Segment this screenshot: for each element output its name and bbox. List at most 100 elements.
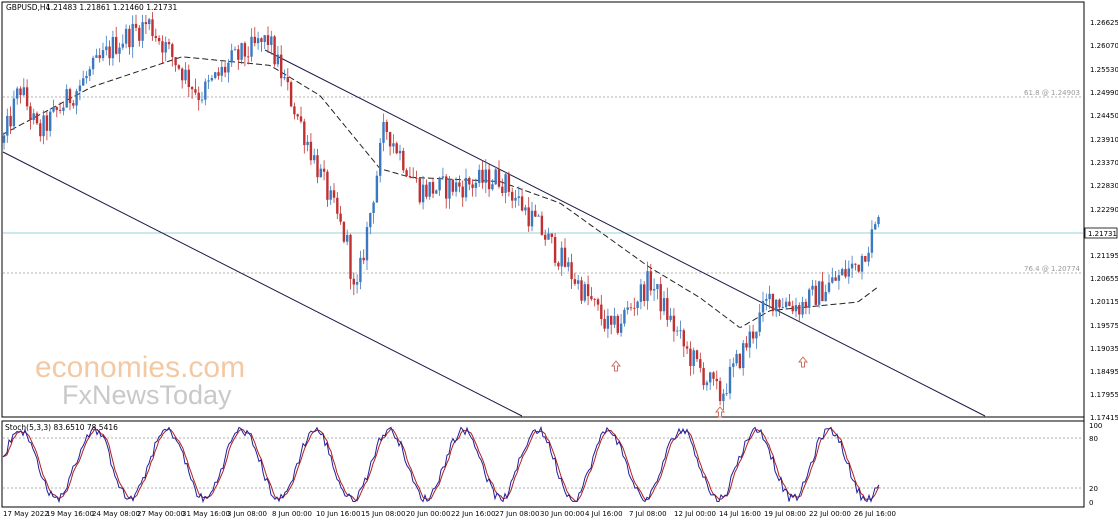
up-arrow-icon bbox=[610, 360, 622, 372]
time-tick: 10 Jun 16:00 bbox=[316, 510, 360, 518]
candle-body bbox=[831, 277, 834, 283]
candle-body bbox=[144, 22, 148, 25]
candle-body bbox=[817, 281, 821, 305]
time-tick: 31 May 16:00 bbox=[182, 510, 230, 518]
candle-body bbox=[860, 256, 864, 272]
candle-body bbox=[260, 38, 263, 42]
candle-body bbox=[207, 80, 210, 82]
candle-body bbox=[606, 315, 610, 329]
candle-body bbox=[464, 177, 468, 198]
candle-body bbox=[573, 279, 577, 284]
candle-body bbox=[656, 284, 659, 290]
candle-body bbox=[342, 221, 346, 242]
candle-body bbox=[329, 190, 332, 200]
candle-body bbox=[49, 111, 52, 131]
candle-body bbox=[610, 315, 613, 325]
stoch-label: Stoch(5,3,3) 83.6510 78.5416 bbox=[5, 423, 118, 432]
candle-body bbox=[623, 309, 626, 324]
candle-body bbox=[666, 298, 669, 320]
candle-body bbox=[306, 141, 309, 146]
candle-body bbox=[313, 155, 316, 161]
candle-body bbox=[45, 115, 49, 131]
candle-body bbox=[276, 54, 280, 65]
candle-body bbox=[544, 234, 547, 240]
candle-body bbox=[171, 44, 174, 58]
candle-body bbox=[590, 296, 593, 300]
fib-76-label: 76.4 @ 1.20774 bbox=[1024, 265, 1081, 273]
up-arrow-icon bbox=[714, 406, 726, 418]
candle-body bbox=[65, 89, 68, 108]
candle-body bbox=[847, 268, 850, 277]
price-tick: 1.19035 bbox=[1090, 345, 1118, 353]
candle-body bbox=[85, 75, 88, 79]
price-tick: 1.18495 bbox=[1090, 368, 1118, 376]
symbol-label: GBPUSD,H4 bbox=[6, 3, 51, 12]
candle-body bbox=[190, 87, 194, 90]
time-tick: 12 Jul 00:00 bbox=[674, 510, 716, 518]
candle-body bbox=[233, 49, 237, 51]
price-tick: 1.20115 bbox=[1090, 298, 1118, 306]
current-price-label: 1.21731 bbox=[1088, 230, 1117, 238]
candle-body bbox=[398, 150, 402, 154]
time-tick: 7 Jul 08:00 bbox=[629, 510, 667, 518]
candle-body bbox=[837, 275, 841, 281]
price-axis: 1.26625 1.26070 1.25530 1.24990 1.24450 … bbox=[1090, 19, 1118, 422]
candle-body bbox=[435, 190, 438, 194]
candle-body bbox=[289, 82, 293, 107]
candle-body bbox=[412, 177, 415, 178]
candle-body bbox=[682, 330, 685, 347]
candle-body bbox=[639, 284, 643, 302]
candle-body bbox=[524, 207, 527, 211]
candle-body bbox=[58, 109, 62, 111]
candle-body bbox=[471, 184, 474, 188]
candle-body bbox=[204, 81, 207, 100]
candle-body bbox=[111, 37, 115, 59]
candle-body bbox=[6, 115, 9, 136]
candle-body bbox=[586, 284, 590, 297]
price-tick: 1.19575 bbox=[1090, 322, 1118, 330]
candle-body bbox=[646, 271, 649, 301]
candle-body bbox=[425, 184, 428, 197]
candle-body bbox=[798, 305, 801, 315]
candle-body bbox=[857, 264, 860, 272]
stoch-tick: 0 bbox=[1089, 499, 1093, 507]
candle-body bbox=[497, 169, 501, 187]
candle-body bbox=[702, 367, 705, 386]
candle-body bbox=[722, 393, 725, 402]
candle-body bbox=[115, 37, 118, 54]
price-tick: 1.21195 bbox=[1090, 252, 1118, 260]
candle-body bbox=[854, 263, 857, 265]
candle-body bbox=[293, 106, 296, 115]
candle-body bbox=[118, 47, 121, 54]
candle-body bbox=[352, 278, 355, 285]
candle-body bbox=[550, 233, 553, 237]
candle-body bbox=[12, 98, 16, 127]
candle-body bbox=[200, 99, 204, 101]
candle-body bbox=[864, 256, 867, 262]
candle-body bbox=[520, 196, 524, 211]
candle-body bbox=[247, 56, 250, 58]
fib-61-label: 61.8 @ 1.24903 bbox=[1024, 89, 1080, 97]
candle-body bbox=[151, 19, 154, 37]
candle-body bbox=[177, 65, 181, 69]
candle-body bbox=[870, 229, 874, 253]
candle-body bbox=[181, 68, 184, 81]
candle-body bbox=[511, 191, 514, 201]
moving-average bbox=[2, 56, 880, 328]
candle-body bbox=[237, 49, 240, 60]
candle-body bbox=[283, 77, 286, 79]
candle-body bbox=[613, 315, 616, 325]
candle-body bbox=[349, 234, 352, 279]
candle-body bbox=[134, 23, 138, 28]
candle-body bbox=[725, 393, 728, 395]
stoch-tick: 20 bbox=[1089, 485, 1098, 493]
candle-body bbox=[256, 38, 260, 44]
candle-body bbox=[101, 50, 105, 59]
candle-body bbox=[379, 142, 382, 176]
candle-body bbox=[382, 122, 385, 143]
candle-body bbox=[732, 363, 735, 367]
candle-body bbox=[712, 372, 715, 379]
candle-body bbox=[451, 179, 454, 192]
candle-body bbox=[445, 176, 448, 199]
